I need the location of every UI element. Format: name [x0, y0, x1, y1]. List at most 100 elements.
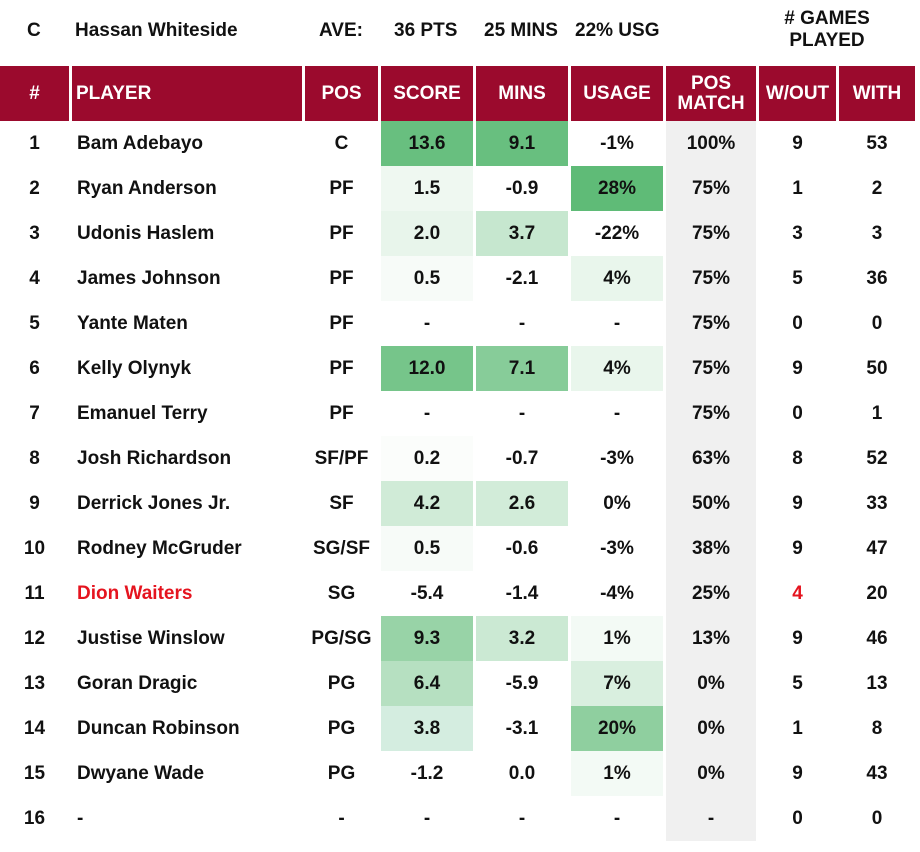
col-header-pos: POS [305, 66, 378, 121]
games-without-cell: 0 [792, 312, 803, 334]
table-row: 3 Udonis Haslem PF 2.0 3.7 -22% 75% 3 3 [0, 211, 915, 256]
rank-cell: 15 [23, 762, 46, 784]
games-without-cell: 1 [792, 717, 803, 739]
usage-cell: -3% [600, 537, 634, 559]
player-name-cell: - [77, 807, 84, 829]
position-cell: SG [327, 582, 356, 604]
player-name-cell: Duncan Robinson [77, 717, 240, 739]
minutes-cell: -0.9 [505, 177, 539, 199]
player-name-cell: Dwyane Wade [77, 762, 205, 784]
games-played-line2: PLAYED [789, 30, 865, 51]
minutes-cell: - [518, 807, 526, 829]
player-name-cell: Bam Adebayo [77, 132, 203, 154]
position-cell: SF [329, 492, 354, 514]
position-cell: SF/PF [314, 447, 369, 469]
col-header-score: SCORE [381, 66, 473, 121]
usage-cell: 0% [603, 492, 631, 514]
table-row: 11 Dion Waiters SG -5.4 -1.4 -4% 25% 4 20 [0, 571, 915, 616]
games-played-heading: # GAMES PLAYED [764, 8, 890, 52]
games-with-cell: 2 [871, 177, 883, 199]
minutes-cell: - [518, 312, 526, 334]
usage-cell: -22% [594, 222, 640, 244]
games-without-cell: 3 [792, 222, 803, 244]
games-with-cell: 33 [866, 492, 888, 514]
table-row: 2 Ryan Anderson PF 1.5 -0.9 28% 75% 1 2 [0, 166, 915, 211]
score-cell: 1.5 [381, 166, 473, 211]
pos-match-cell: 13% [666, 616, 756, 661]
score-cell: 2.0 [381, 211, 473, 256]
pos-match-cell: 75% [666, 346, 756, 391]
games-without-cell: 9 [792, 627, 803, 649]
position-cell: PF [329, 222, 354, 244]
score-cell: - [423, 312, 431, 334]
score-cell: 9.3 [381, 616, 473, 661]
minutes-cell: 7.1 [476, 346, 568, 391]
games-with-cell: 8 [871, 717, 883, 739]
minutes-cell: -5.9 [505, 672, 539, 694]
games-with-cell: 13 [866, 672, 888, 694]
position-cell: - [338, 807, 345, 829]
score-cell: 0.5 [381, 256, 473, 301]
minutes-cell: -2.1 [505, 267, 539, 289]
position-cell: PF [329, 402, 354, 424]
pos-match-cell: - [666, 796, 756, 841]
games-with-cell: 47 [866, 537, 888, 559]
usage-cell: 4% [571, 346, 663, 391]
games-without-cell: 9 [792, 132, 803, 154]
games-without-cell: 0 [792, 807, 803, 829]
position-cell: C [334, 132, 349, 154]
games-with-cell: 3 [871, 222, 883, 244]
rank-cell: 14 [23, 717, 46, 739]
player-name-cell: Emanuel Terry [77, 402, 208, 424]
minutes-cell: -0.7 [505, 447, 539, 469]
average-usage: 22% USG [575, 20, 660, 41]
score-cell: - [423, 807, 431, 829]
games-with-cell: 50 [866, 357, 888, 379]
usage-cell: -1% [600, 132, 634, 154]
player-name-cell: Udonis Haslem [77, 222, 215, 244]
pos-match-cell: 0% [666, 751, 756, 796]
score-cell: 3.8 [381, 706, 473, 751]
rank-cell: 16 [23, 807, 46, 829]
reference-player-name: Hassan Whiteside [75, 20, 238, 41]
player-name-cell: Josh Richardson [77, 447, 232, 469]
pos-match-cell: 75% [666, 166, 756, 211]
games-without-cell: 9 [792, 762, 803, 784]
rank-cell: 9 [29, 492, 40, 514]
rank-cell: 2 [29, 177, 40, 199]
average-points: 36 PTS [394, 20, 458, 41]
table-row: 5 Yante Maten PF - - - 75% 0 0 [0, 301, 915, 346]
average-minutes: 25 MINS [484, 20, 558, 41]
minutes-cell: 0.0 [508, 762, 536, 784]
table-row: 9 Derrick Jones Jr. SF 4.2 2.6 0% 50% 9 33 [0, 481, 915, 526]
pos-match-cell: 75% [666, 211, 756, 256]
table-row: 1 Bam Adebayo C 13.6 9.1 -1% 100% 9 53 [0, 121, 915, 166]
games-with-cell: 53 [866, 132, 888, 154]
games-without-cell: 5 [792, 672, 803, 694]
usage-cell: - [613, 402, 621, 424]
position-cell: SG/SF [312, 537, 370, 559]
usage-cell: - [613, 807, 621, 829]
table-row: 6 Kelly Olynyk PF 12.0 7.1 4% 75% 9 50 [0, 346, 915, 391]
games-with-cell: 20 [866, 582, 888, 604]
reference-position: C [27, 20, 41, 41]
games-without-cell: 9 [792, 357, 803, 379]
games-without-cell: 9 [792, 492, 803, 514]
rank-cell: 10 [23, 537, 46, 559]
games-without-cell: 8 [792, 447, 803, 469]
col-header-rank: # [0, 66, 69, 121]
games-with-cell: 46 [866, 627, 888, 649]
usage-cell: 1% [571, 616, 663, 661]
minutes-cell: - [518, 402, 526, 424]
player-name-cell: Derrick Jones Jr. [77, 492, 231, 514]
score-cell: 13.6 [381, 121, 473, 166]
score-cell: 0.2 [381, 436, 473, 481]
rank-cell: 12 [23, 627, 46, 649]
player-comparison-table: # PLAYER POS SCORE MINS USAGE POS MATCH … [0, 66, 918, 841]
rank-cell: 6 [29, 357, 40, 379]
usage-cell: - [613, 312, 621, 334]
player-name-cell: Justise Winslow [77, 627, 225, 649]
pos-match-cell: 25% [666, 571, 756, 616]
games-without-cell: 1 [792, 177, 803, 199]
table-row: 8 Josh Richardson SF/PF 0.2 -0.7 -3% 63% 8 52 [0, 436, 915, 481]
